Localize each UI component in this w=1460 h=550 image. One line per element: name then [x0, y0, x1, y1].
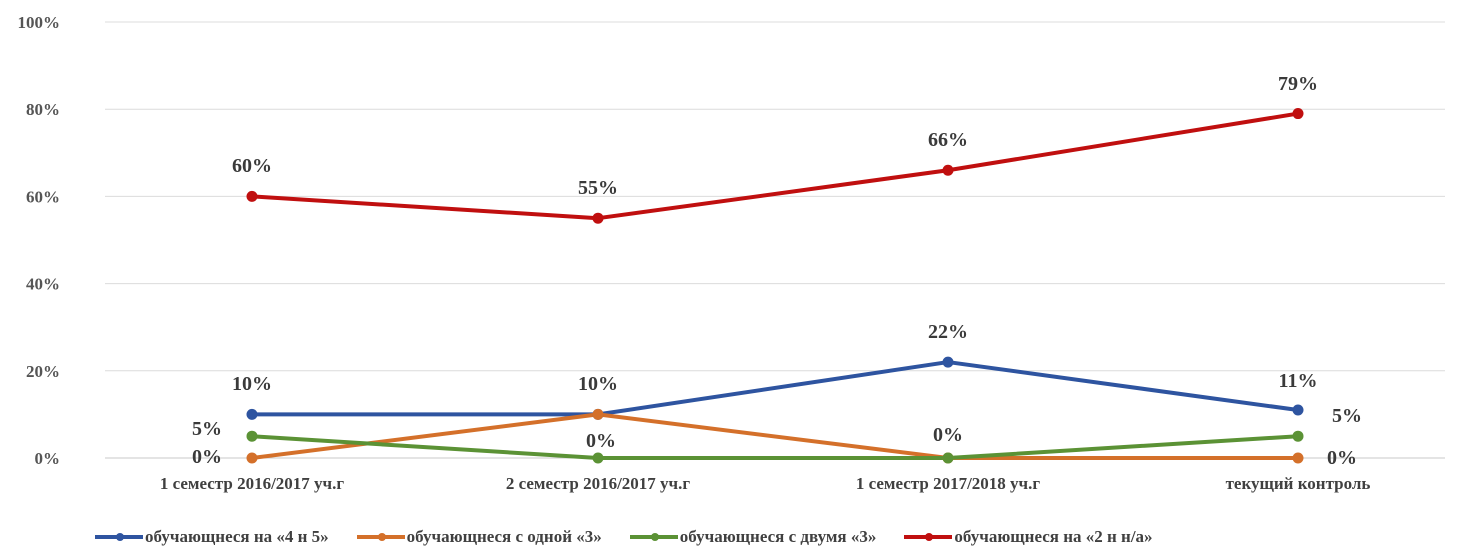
x-tick-label: текущий контроль	[1226, 474, 1371, 493]
data-label: 22%	[928, 321, 968, 343]
data-label: 11%	[1279, 370, 1318, 392]
data-point	[592, 212, 604, 224]
legend-item: обучающнеся с двумя «3»	[629, 527, 877, 547]
data-label: 5%	[1332, 405, 1362, 427]
data-label: 79%	[1278, 73, 1318, 95]
data-point	[592, 408, 604, 420]
data-label: 10%	[232, 373, 272, 395]
legend-marker	[650, 533, 659, 541]
series-line-3	[250, 434, 1300, 460]
data-label: 55%	[578, 177, 618, 199]
data-point	[1292, 108, 1304, 120]
data-point	[1292, 452, 1304, 464]
legend-swatch	[904, 533, 953, 541]
legend-swatch	[95, 533, 143, 541]
data-label: 0%	[192, 446, 222, 468]
series-line-2	[250, 412, 1300, 460]
data-point	[1292, 430, 1304, 442]
data-label: 5%	[192, 418, 222, 440]
x-tick-label: 2 семестр 2016/2017 уч.г	[506, 474, 690, 493]
series-lines	[250, 111, 1300, 460]
data-point	[942, 452, 954, 464]
legend-swatch	[629, 533, 678, 541]
legend-swatch	[356, 533, 405, 541]
legend-marker	[925, 533, 934, 541]
y-tick-label: 80%	[26, 100, 60, 119]
legend-marker	[116, 533, 124, 541]
data-label: 0%	[1327, 447, 1357, 469]
data-point	[246, 408, 258, 420]
y-tick-label: 100%	[18, 13, 61, 32]
gridlines	[105, 21, 1445, 459]
data-point	[246, 430, 258, 442]
data-label: 10%	[578, 373, 618, 395]
legend-item: обучающнеся на «2 н н/а»	[904, 527, 1153, 547]
legend: обучающнеся на «4 н 5» обучающнеся с одно…	[95, 527, 1181, 547]
y-tick-label: 20%	[26, 362, 60, 381]
data-label: 0%	[933, 424, 963, 446]
x-tick-label: 1 семестр 2017/2018 уч.г	[856, 474, 1040, 493]
legend-label: обучающнеся на «4 н 5»	[145, 527, 329, 546]
legend-item: обучающнеся с одной «3»	[356, 527, 602, 547]
legend-label: обучающнеся на «2 н н/а»	[954, 527, 1153, 546]
data-point	[942, 356, 954, 368]
data-point	[1292, 404, 1304, 416]
data-point	[942, 164, 954, 176]
data-point	[592, 452, 604, 464]
legend-item: обучающнеся на «4 н 5»	[95, 527, 329, 547]
series-points	[246, 108, 1304, 464]
legend-label: обучающнеся с одной «3»	[406, 527, 602, 546]
series-line-1	[250, 360, 1300, 417]
series-line-4	[250, 111, 1300, 221]
x-axis-tick-labels: 1 семестр 2016/2017 уч.г 2 семестр 2016/2…	[160, 474, 1371, 493]
legend-label: обучающнеся с двумя «3»	[679, 527, 877, 546]
y-axis-tick-labels: 0% 20% 40% 60% 80% 100%	[18, 13, 61, 468]
y-tick-label: 40%	[26, 275, 60, 294]
data-label: 0%	[586, 430, 616, 452]
data-label: 66%	[928, 129, 968, 151]
y-tick-label: 60%	[26, 187, 60, 206]
data-point	[246, 452, 258, 464]
x-tick-label: 1 семестр 2016/2017 уч.г	[160, 474, 344, 493]
y-tick-label: 0%	[35, 449, 61, 468]
data-labels: 10% 10% 22% 11% 0% 0% 5% 0% 0% 5% 60% 55% 66% 79%	[192, 73, 1362, 469]
legend-marker	[377, 533, 386, 541]
data-point	[246, 190, 258, 202]
data-label: 60%	[232, 155, 272, 177]
